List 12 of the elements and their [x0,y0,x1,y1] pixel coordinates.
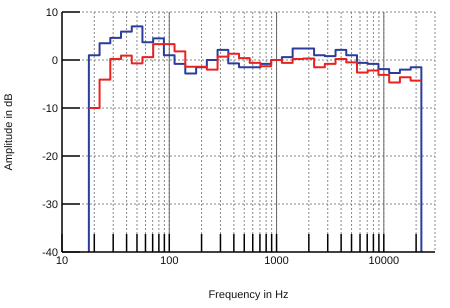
x-tick-label: 1000 [264,254,289,267]
y-tick-label: -30 [42,198,58,211]
x-tick-label: 100 [160,254,178,267]
y-tick-label: 0 [52,54,58,67]
y-tick-label: 10 [46,6,58,19]
x-axis-title: Frequency in Hz [208,289,289,301]
y-axis-title: Amplitude in dB [2,93,15,171]
x-tick-label: 10 [56,254,68,267]
y-tick-label: -20 [42,150,58,163]
y-tick-label: -40 [42,246,58,259]
y-tick-label: -10 [42,102,58,115]
x-tick-label: 10000 [368,254,400,267]
